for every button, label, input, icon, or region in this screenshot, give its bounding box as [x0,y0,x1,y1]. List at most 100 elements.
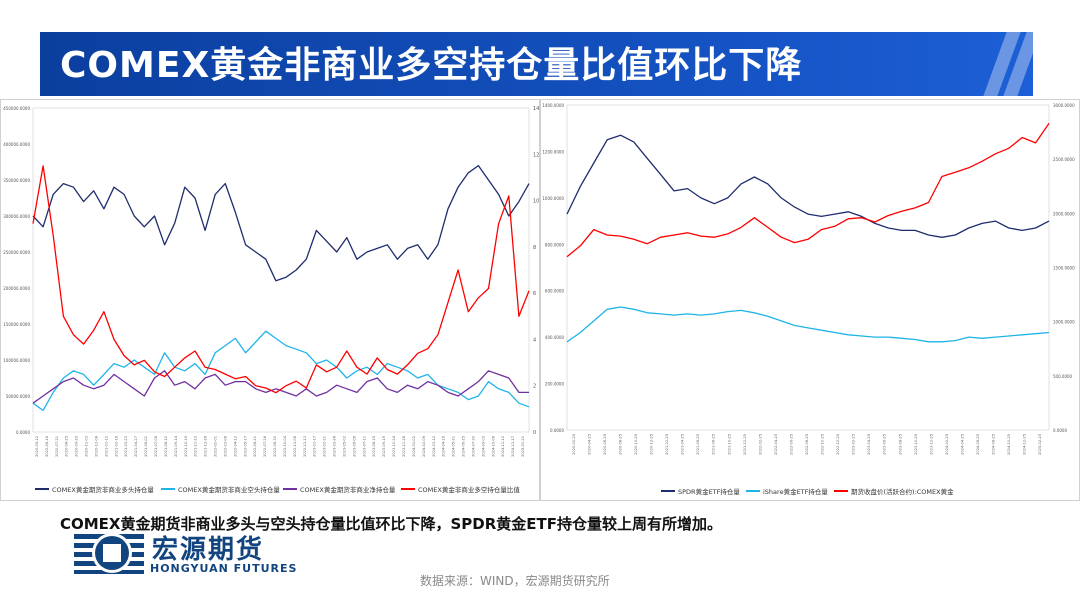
left-axis-tick-label: 350000.0000 [3,178,30,183]
right-axis-tick-label: 2000.0000 [1053,211,1075,216]
x-axis-tick-label: 2024-12-17 [511,436,515,457]
x-axis-tick-label: 2023-10-25 [914,434,918,455]
x-axis-tick-label: 2020-06-16 [45,435,49,457]
series-line-0 [32,164,530,282]
legend-label: iShare黄金ETF持仓量 [763,487,828,496]
legend-label: COMEX黄金期货非商业净持仓量 [300,485,396,494]
right-chart: 0.0000 200.0000 400.0000 600.0000 800.0000 10… [542,103,1075,496]
x-axis-tick-label: 2024-02-25 [945,434,949,455]
x-axis-tick-label: 2021-04-25 [681,434,685,455]
x-axis-tick-label: 2022-08-30 [273,435,277,457]
x-axis-tick-label: 2022-11-08 [293,435,297,457]
left-axis-tick-label: 200000.0000 [3,286,30,291]
left-axis-tick-label: 400.0000 [545,335,565,340]
x-axis-tick-label: 2023-06-06 [352,435,356,457]
left-axis-tick-label: 50000.0000 [6,394,31,399]
left-axis-tick-label: 1200.0000 [542,149,564,154]
x-axis-tick-label: 2023-02-25 [852,434,856,455]
x-axis-tick-label: 2023-09-19 [382,435,386,457]
series-line-0 [566,134,1050,238]
x-axis-tick-label: 2024-03-12 [432,436,436,457]
right-axis-tick-label: 500.0000 [1053,374,1073,379]
x-axis-tick-label: 2021-08-25 [712,434,716,455]
right-axis-tick-label: 0 [533,430,536,436]
x-axis-tick-label: 2021-08-10 [164,435,168,457]
brand-name-en: HONGYUAN FUTURES [150,562,298,575]
x-axis-tick-label: 2020-08-25 [65,436,69,457]
right-axis-tick-label: 0.0000 [1053,428,1067,433]
x-axis-tick-label: 2021-06-25 [696,434,700,455]
plot-frame [566,104,1050,431]
x-axis-tick-label: 2023-10-24 [392,435,396,457]
x-axis-tick-label: 2024-09-03 [481,436,485,457]
left-axis-tick-label: 1000.0000 [542,196,564,201]
right-axis-tick-label: 1000.0000 [1053,320,1075,325]
x-axis-tick-label: 2020-12-25 [650,434,654,455]
x-axis-tick-label: 2021-10-19 [184,435,188,457]
hongyuan-logo-icon [74,533,144,574]
right-chart-panel: 0.0000 200.0000 400.0000 600.0000 800.0000 10… [540,99,1080,501]
x-axis-tick-label: 2023-08-15 [372,436,376,457]
x-axis-tick-label: 2021-02-25 [665,434,669,455]
x-axis-tick-label: 2020-09-29 [75,435,79,457]
series-line-1 [32,330,530,412]
x-axis-tick-label: 2021-12-28 [204,435,208,457]
x-axis-tick-label: 2022-04-12 [233,436,237,457]
page-title: COMEX黄金非商业多空持仓量比值环比下降 [60,45,803,86]
x-axis-tick-label: 2020-10-25 [634,434,638,455]
legend-label: 期货收盘价(活跃合约):COMEX黄金 [851,487,954,496]
x-axis-tick-label: 2022-05-17 [243,436,247,457]
x-axis-tick-label: 2022-07-26 [263,435,267,457]
series-line-2 [32,370,529,404]
series-line-3 [32,165,530,394]
right-axis-tick-label: 4 [533,337,536,343]
left-chart-panel: 0.0000 50000.0000 100000.0000 150000.0000 20… [0,99,540,501]
x-axis-tick-label: 2024-04-16 [442,435,446,457]
x-axis-tick-label: 2024-07-30 [471,435,475,457]
x-axis-tick-label: 2022-06-21 [253,436,257,457]
x-axis-tick-label: 2024-08-25 [992,434,996,455]
x-axis-tick-label: 2021-03-23 [124,436,128,457]
x-axis-tick-label: 2020-12-08 [94,435,98,457]
x-axis-tick-label: 2021-11-23 [194,436,198,457]
right-axis-tick-label: 12 [533,152,539,158]
x-axis-tick-label: 2023-08-25 [898,434,902,455]
x-axis-tick-label: 2021-07-06 [154,435,158,457]
x-axis-tick-label: 2021-09-14 [174,435,178,457]
right-axis-tick-label: 14 [533,106,539,112]
right-axis-tick-label: 2 [533,384,536,390]
x-axis-tick-label: 2020-08-25 [618,434,622,455]
left-axis-tick-label: 450000.0000 [3,106,30,111]
x-axis-tick-label: 2022-10-25 [821,434,825,455]
x-axis-tick-label: 2023-01-17 [313,436,317,457]
summary-caption: COMEX黄金期货非商业多头与空头持仓量比值环比下降，SPDR黄金ETF持仓量较… [60,515,723,533]
x-axis-tick-label: 2024-02-06 [422,435,426,457]
x-axis-tick-label: 2023-03-28 [333,435,337,457]
x-axis-tick-label: 2024-05-21 [452,436,456,457]
left-axis-tick-label: 200.0000 [545,382,565,387]
right-axis-tick-label: 8 [533,245,536,251]
x-axis-tick-label: 2023-12-25 [929,434,933,455]
legend-label: COMEX黄金期货非商业空头持仓量 [178,485,280,494]
right-axis-tick-label: 10 [533,199,539,205]
left-axis-tick-label: 400000.0000 [3,142,30,147]
x-axis-tick-label: 2022-04-25 [774,434,778,455]
x-axis-tick-label: 2022-03-08 [223,435,227,457]
x-axis-tick-label: 2025-01-21 [521,436,525,457]
right-axis-tick-label: 6 [533,291,536,297]
right-axis-tick-label: 1500.0000 [1053,266,1075,271]
left-axis-tick-label: 800.0000 [545,242,565,247]
x-axis-tick-label: 2023-06-25 [883,434,887,455]
left-axis-tick-label: 300000.0000 [3,214,30,219]
x-axis-tick-label: 2024-04-25 [960,434,964,455]
x-axis-tick-label: 2022-12-25 [836,434,840,455]
x-axis-tick-label: 2020-04-25 [587,434,591,455]
x-axis-tick-label: 2021-12-25 [743,434,747,455]
x-axis-tick-label: 2020-07-21 [55,436,59,457]
x-axis-tick-label: 2024-01-02 [412,436,416,457]
x-axis-tick-label: 2020-06-25 [603,434,607,455]
x-axis-tick-label: 2024-06-25 [976,434,980,455]
series-line-1 [566,306,1050,343]
x-axis-tick-label: 2021-06-01 [144,436,148,457]
x-axis-tick-label: 2023-05-02 [342,436,346,457]
